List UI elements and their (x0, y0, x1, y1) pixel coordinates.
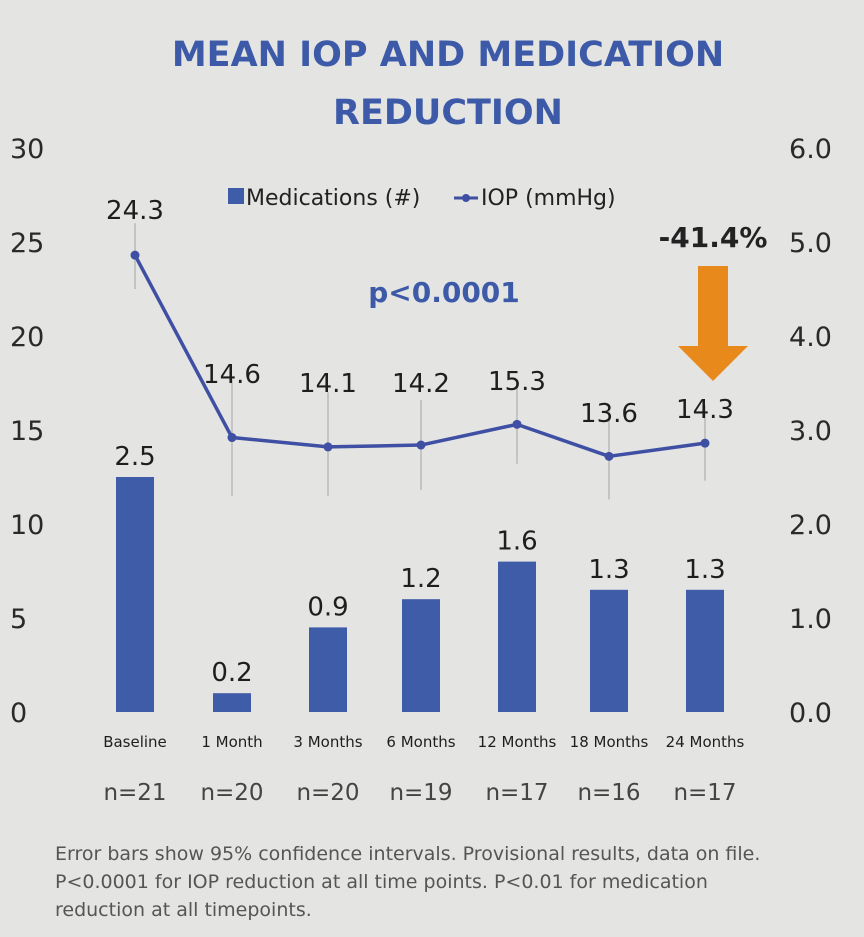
iop-point-label: 15.3 (488, 367, 546, 397)
y-left-tick-label: 15 (10, 416, 44, 447)
legend: Medications (#) IOP (mmHg) (228, 186, 616, 211)
sample-size-label: n=17 (673, 780, 736, 806)
legend-bar-swatch (228, 188, 244, 204)
sample-size-label: n=20 (296, 780, 359, 806)
iop-point-label: 14.3 (676, 395, 734, 425)
iop-point (323, 442, 333, 452)
y-left-tick-label: 10 (10, 510, 44, 541)
y-left-tick-label: 20 (10, 322, 44, 353)
medication-bar-label: 2.5 (114, 442, 155, 472)
iop-point-label: 14.1 (299, 369, 357, 399)
y-right-tick-label: 1.0 (789, 604, 832, 635)
y-right-tick-label: 2.0 (789, 510, 832, 541)
sample-size-label: n=17 (485, 780, 548, 806)
iop-point-label: 14.6 (203, 360, 261, 390)
medication-bar (402, 599, 440, 712)
iop-point-label: 24.3 (106, 196, 164, 226)
medication-bar (590, 589, 628, 712)
x-category-label: 24 Months (666, 733, 745, 751)
medication-bar (498, 561, 536, 712)
y-right-tick-label: 0.0 (789, 698, 832, 729)
iop-point (416, 440, 426, 450)
legend-line-marker (462, 194, 470, 202)
reduction-arrow-icon (678, 266, 748, 381)
p-value-annotation: p<0.0001 (368, 276, 520, 309)
sample-size-label: n=21 (103, 780, 166, 806)
medication-bar-label: 0.9 (307, 592, 348, 622)
medication-bar-label: 1.2 (400, 564, 441, 594)
iop-point (512, 419, 522, 429)
chart-title-line-1: MEAN IOP AND MEDICATION (172, 35, 724, 75)
y-left-tick-label: 25 (10, 228, 44, 259)
medication-bar-label: 1.3 (684, 555, 725, 585)
medication-bar (686, 589, 724, 712)
legend-line-label: IOP (mmHg) (481, 186, 616, 211)
medication-bar-label: 1.6 (496, 527, 537, 557)
iop-point (700, 438, 710, 448)
iop-point-label: 14.2 (392, 369, 450, 399)
x-category-label: Baseline (103, 733, 167, 751)
legend-bar-label: Medications (#) (246, 186, 420, 211)
medication-bar-label: 1.3 (588, 555, 629, 585)
medication-bar-label: 0.2 (211, 658, 252, 688)
iop-point (130, 250, 140, 260)
y-left-tick-label: 30 (10, 134, 44, 165)
x-category-label: 18 Months (570, 733, 649, 751)
x-category-label: 6 Months (386, 733, 455, 751)
sample-size-label: n=20 (200, 780, 263, 806)
y-right-tick-label: 5.0 (789, 228, 832, 259)
iop-point-label: 13.6 (580, 399, 638, 429)
medication-bar (309, 627, 347, 712)
iop-point (604, 451, 614, 461)
x-category-label: 3 Months (293, 733, 362, 751)
iop-point (227, 433, 237, 443)
medication-bar (116, 477, 154, 712)
reduction-annotation: -41.4% (659, 221, 768, 254)
x-category-label: 12 Months (478, 733, 557, 751)
sample-size-label: n=16 (577, 780, 640, 806)
y-left-tick-label: 5 (10, 604, 27, 635)
y-left-tick-label: 0 (10, 698, 27, 729)
footnote-line-1: Error bars show 95% confidence intervals… (55, 843, 760, 865)
y-right-tick-label: 4.0 (789, 322, 832, 353)
medication-bar (213, 693, 251, 712)
chart-title-line-2: REDUCTION (333, 93, 563, 133)
sample-size-label: n=19 (389, 780, 452, 806)
footnote-line-3: reduction at all timepoints. (55, 899, 312, 921)
x-category-label: 1 Month (201, 733, 262, 751)
footnote-line-2: P<0.0001 for IOP reduction at all time p… (55, 871, 708, 893)
y-right-tick-label: 6.0 (789, 134, 832, 165)
y-right-tick-label: 3.0 (789, 416, 832, 447)
